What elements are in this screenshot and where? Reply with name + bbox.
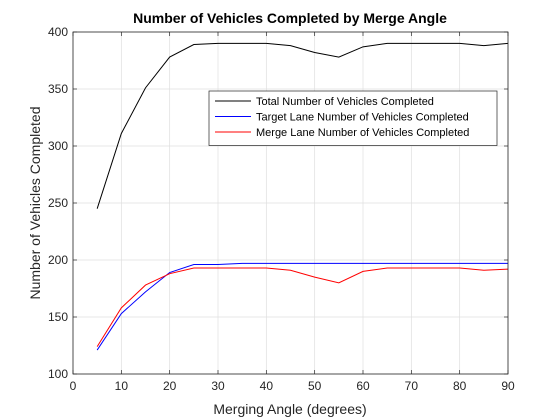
x-tick-label: 20 [163, 379, 177, 393]
y-tick-label: 300 [48, 139, 68, 153]
series-line-1 [96, 42, 509, 209]
x-tick-label: 10 [115, 379, 129, 393]
y-tick-label: 150 [48, 310, 68, 324]
x-tick-label: 60 [356, 379, 370, 393]
x-tick-label: 40 [260, 379, 274, 393]
tick-labels: 0 10 20 30 40 50 60 70 80 90 100 150 200 250 300 350 400 [48, 25, 515, 393]
x-tick-label: 50 [308, 379, 322, 393]
legend-label: Merge Lane Number of Vehicles Completed [256, 127, 469, 139]
legend-label: Total Number of Vehicles Completed [256, 96, 434, 108]
y-tick-label: 350 [48, 82, 68, 96]
y-tick-label: 100 [48, 367, 68, 381]
x-tick-label: 90 [501, 379, 515, 393]
ticks [72, 31, 509, 375]
chart-title: Number of Vehicles Completed by Merge An… [133, 10, 447, 26]
y-tick-label: 250 [48, 196, 68, 210]
x-axis-label: Merging Angle (degrees) [213, 401, 366, 417]
legend-label: Target Lane Number of Vehicles Completed [256, 112, 469, 124]
x-tick-label: 0 [70, 379, 77, 393]
y-tick-label: 200 [48, 253, 68, 267]
y-axis-label: Number of Vehicles Completed [27, 107, 43, 300]
series-lines [96, 42, 509, 351]
x-tick-label: 30 [211, 379, 225, 393]
x-tick-label: 70 [405, 379, 419, 393]
legend: Total Number of Vehicles Completed Target… [208, 90, 498, 146]
x-tick-label: 80 [453, 379, 467, 393]
legend-box [208, 90, 498, 146]
series-line-3 [96, 267, 509, 347]
y-tick-label: 400 [48, 25, 68, 39]
